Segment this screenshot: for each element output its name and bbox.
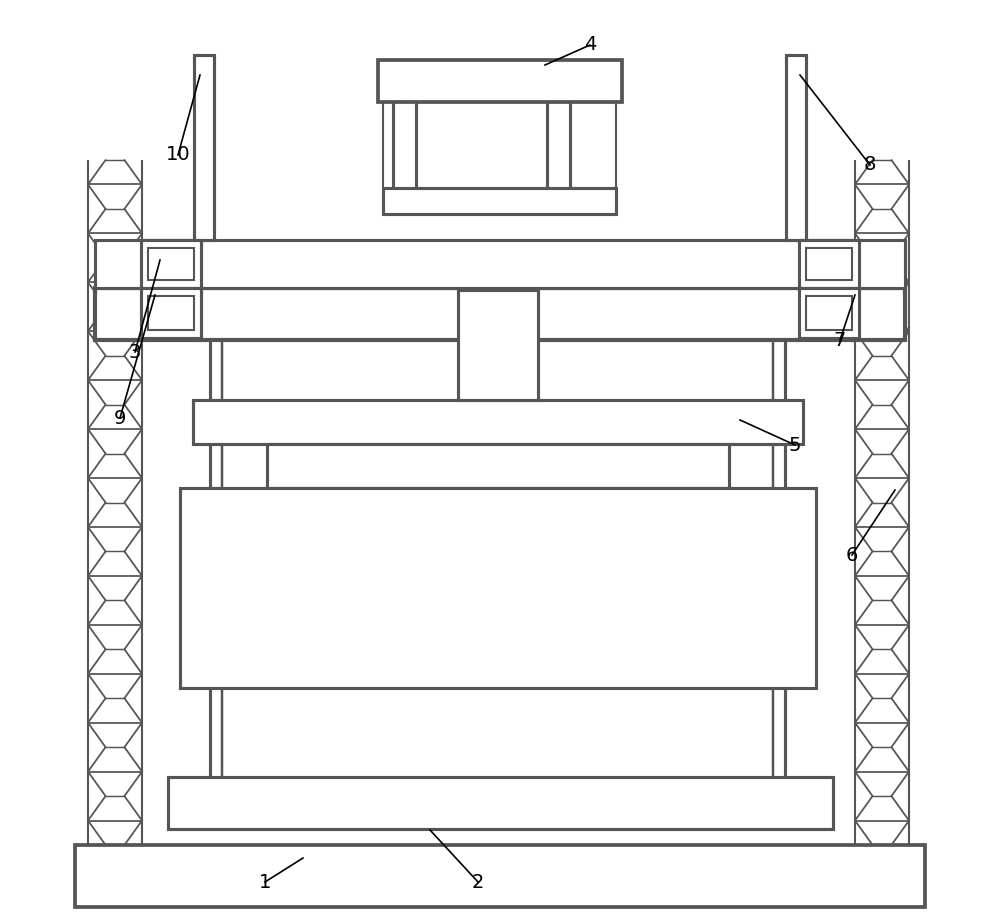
FancyBboxPatch shape [458,290,538,400]
Text: 8: 8 [864,156,876,174]
FancyBboxPatch shape [806,296,852,330]
FancyBboxPatch shape [95,288,905,340]
Text: 2: 2 [472,872,484,892]
FancyBboxPatch shape [383,188,616,214]
FancyBboxPatch shape [168,777,833,829]
FancyBboxPatch shape [378,60,622,102]
FancyBboxPatch shape [799,288,859,338]
FancyBboxPatch shape [267,444,729,488]
FancyBboxPatch shape [148,248,194,280]
FancyBboxPatch shape [75,845,925,907]
Text: 7: 7 [834,331,846,349]
FancyBboxPatch shape [193,400,803,444]
FancyBboxPatch shape [141,288,201,338]
FancyBboxPatch shape [786,55,806,240]
FancyBboxPatch shape [180,488,816,688]
FancyBboxPatch shape [855,160,909,845]
Text: 1: 1 [259,872,271,892]
FancyBboxPatch shape [141,240,201,288]
Text: 4: 4 [584,36,596,54]
FancyBboxPatch shape [799,240,859,288]
FancyBboxPatch shape [148,296,194,330]
Text: 9: 9 [114,409,126,427]
FancyBboxPatch shape [806,248,852,280]
Text: 3: 3 [129,343,141,362]
FancyBboxPatch shape [88,160,142,845]
FancyBboxPatch shape [95,240,905,288]
FancyBboxPatch shape [194,55,214,240]
Text: 6: 6 [846,545,858,565]
Text: 5: 5 [789,436,801,454]
Text: 10: 10 [166,146,190,165]
